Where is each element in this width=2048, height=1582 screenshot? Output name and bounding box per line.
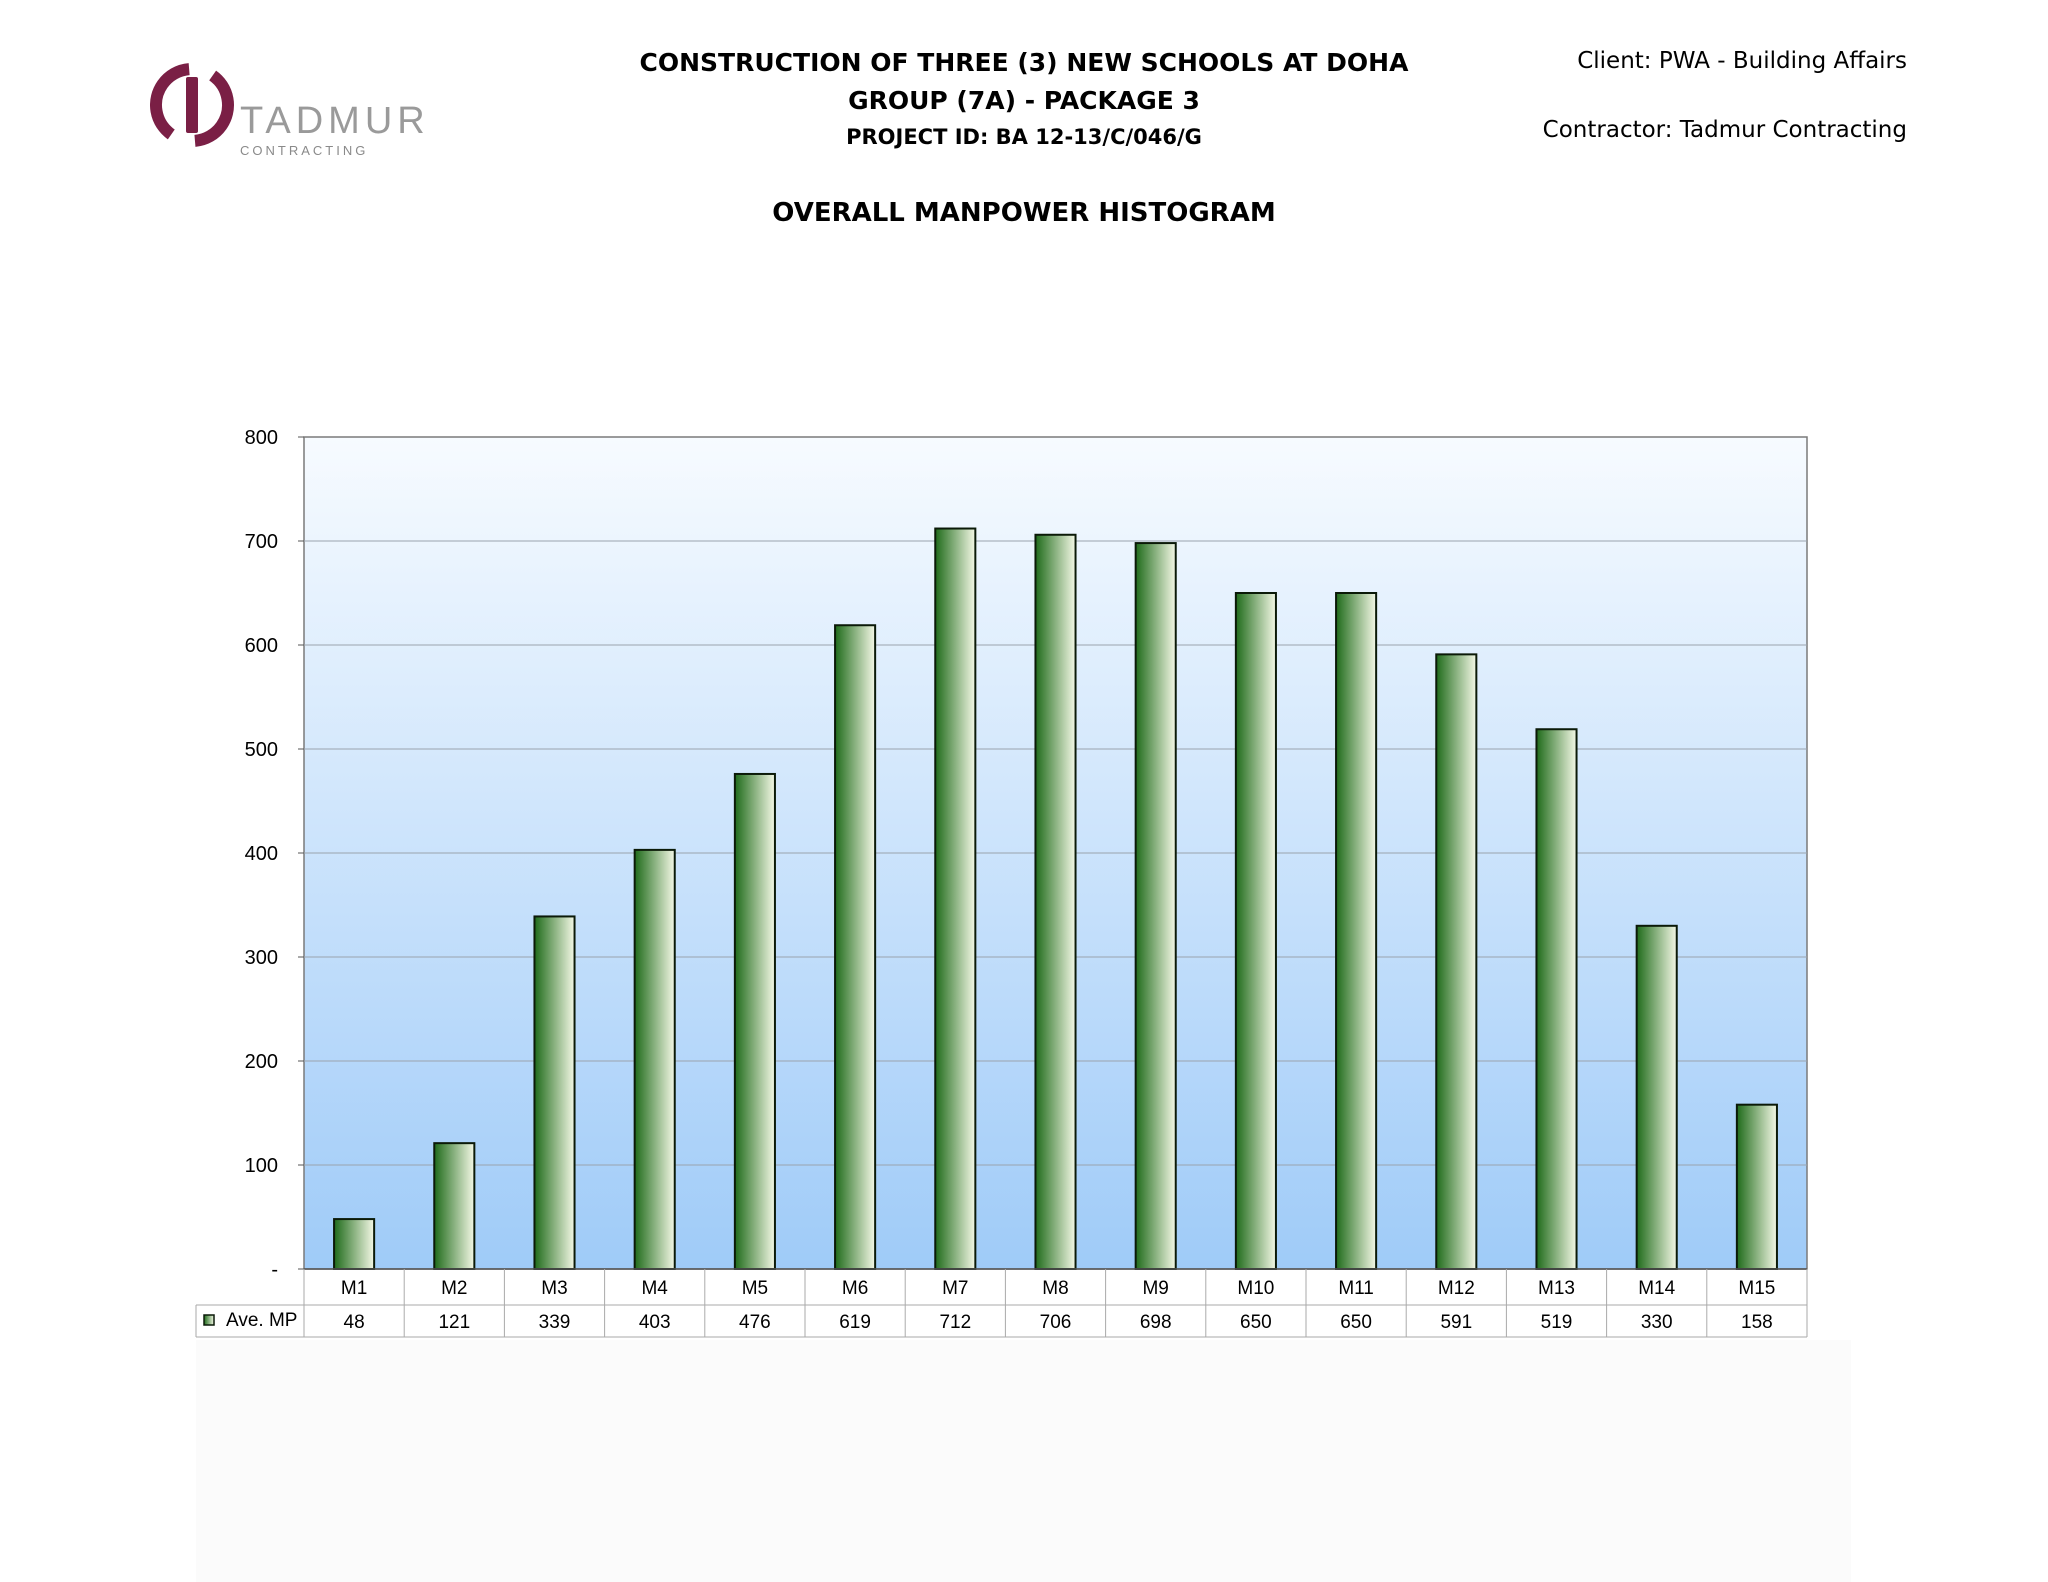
category-label: M6 — [842, 1278, 868, 1299]
data-label: 712 — [939, 1312, 971, 1333]
bar — [1735, 1103, 1778, 1271]
bar — [1234, 592, 1277, 1270]
category-label: M15 — [1738, 1278, 1775, 1299]
category-label: M5 — [742, 1278, 768, 1299]
category-label: M9 — [1142, 1278, 1168, 1299]
document-title: CONSTRUCTION OF THREE (3) NEW SCHOOLS AT… — [639, 48, 1409, 77]
y-tick-label: 600 — [245, 635, 278, 657]
data-label: 403 — [639, 1312, 671, 1333]
legend-label: Ave. MP — [226, 1310, 297, 1331]
document-subtitle: GROUP (7A) - PACKAGE 3 — [848, 86, 1200, 115]
data-label: 519 — [1541, 1312, 1573, 1333]
category-label: M10 — [1237, 1278, 1274, 1299]
bar — [433, 1142, 476, 1271]
data-table: M1 48 M2 121 M3 339 M4 403 M5 476 M6 619 M7 712 M8 706 M… — [195, 1268, 1808, 1338]
bar — [1435, 653, 1478, 1270]
data-label: 476 — [739, 1312, 771, 1333]
page-shading — [196, 1340, 1851, 1582]
y-axis: - 100 200 300 400 500 600 700 800 — [245, 427, 304, 1281]
data-label: 591 — [1440, 1312, 1472, 1333]
y-tick-label: 800 — [245, 427, 278, 449]
logo-wordmark: TADMUR — [240, 100, 430, 142]
category-label: M1 — [341, 1278, 367, 1299]
bar — [733, 772, 776, 1271]
y-tick-label: 100 — [245, 1155, 278, 1177]
category-label: M3 — [541, 1278, 567, 1299]
data-label: 650 — [1240, 1312, 1272, 1333]
bar — [533, 915, 576, 1270]
data-label: 698 — [1140, 1312, 1172, 1333]
bar — [1034, 533, 1077, 1270]
bar — [934, 527, 977, 1270]
data-label: 706 — [1040, 1312, 1072, 1333]
data-label: 48 — [344, 1312, 365, 1333]
y-tick-label: 500 — [245, 739, 278, 761]
data-label: 121 — [438, 1312, 470, 1333]
data-label: 339 — [539, 1312, 571, 1333]
bar — [1635, 924, 1678, 1270]
category-label: M7 — [942, 1278, 968, 1299]
tadmur-logo: TADMUR CONTRACTING — [150, 63, 430, 158]
chart-title: OVERALL MANPOWER HISTOGRAM — [772, 198, 1276, 228]
category-label: M13 — [1538, 1278, 1575, 1299]
category-label: M11 — [1338, 1278, 1374, 1299]
y-tick-label: 200 — [245, 1051, 278, 1073]
contractor-label: Contractor: Tadmur Contracting — [1542, 117, 1907, 143]
bar — [1134, 542, 1177, 1270]
bar — [1335, 592, 1378, 1270]
bar — [333, 1218, 376, 1270]
y-tick-label: - — [271, 1259, 278, 1281]
y-tick-label: 700 — [245, 531, 278, 553]
data-label: 650 — [1340, 1312, 1372, 1333]
category-label: M2 — [441, 1278, 467, 1299]
category-label: M4 — [641, 1278, 668, 1299]
data-label: 619 — [839, 1312, 871, 1333]
y-tick-label: 400 — [245, 843, 278, 865]
data-label: 330 — [1641, 1312, 1673, 1333]
category-label: M12 — [1438, 1278, 1475, 1299]
client-label: Client: PWA - Building Affairs — [1577, 48, 1907, 74]
logo-tagline: CONTRACTING — [240, 143, 368, 158]
bar — [834, 624, 877, 1270]
bar — [1535, 728, 1578, 1270]
data-label: 158 — [1741, 1312, 1773, 1333]
y-tick-label: 300 — [245, 947, 278, 969]
category-label: M8 — [1042, 1278, 1068, 1299]
legend-swatch — [203, 1314, 215, 1326]
bar — [633, 848, 676, 1270]
project-id: PROJECT ID: BA 12-13/C/046/G — [846, 125, 1202, 149]
category-label: M14 — [1638, 1278, 1675, 1299]
